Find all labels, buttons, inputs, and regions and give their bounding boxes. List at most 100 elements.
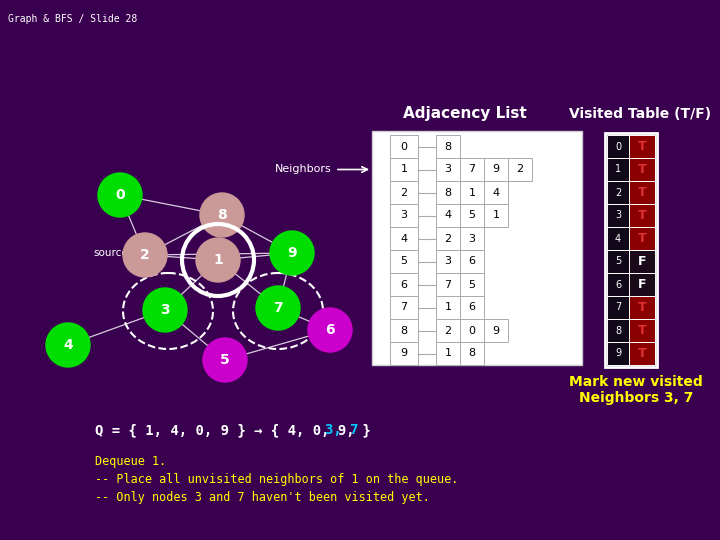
- FancyBboxPatch shape: [436, 181, 460, 204]
- FancyBboxPatch shape: [460, 319, 484, 342]
- Text: Q = { 1, 4, 0, 9 } → { 4, 0, 9,: Q = { 1, 4, 0, 9 } → { 4, 0, 9,: [95, 423, 363, 437]
- Text: 4: 4: [63, 338, 73, 352]
- Text: 9: 9: [400, 348, 408, 359]
- FancyBboxPatch shape: [436, 273, 460, 296]
- FancyBboxPatch shape: [436, 204, 460, 227]
- Text: T: T: [638, 209, 647, 222]
- FancyBboxPatch shape: [607, 250, 629, 273]
- FancyBboxPatch shape: [484, 181, 508, 204]
- Text: 7: 7: [469, 165, 476, 174]
- Text: 9: 9: [492, 326, 500, 335]
- FancyBboxPatch shape: [607, 342, 629, 365]
- Text: 7: 7: [273, 301, 283, 315]
- Circle shape: [270, 231, 314, 275]
- Circle shape: [203, 338, 247, 382]
- FancyBboxPatch shape: [607, 135, 629, 158]
- FancyBboxPatch shape: [390, 158, 418, 181]
- Text: 5: 5: [615, 256, 621, 267]
- Text: 1: 1: [492, 211, 500, 220]
- Text: 8: 8: [444, 141, 451, 152]
- FancyBboxPatch shape: [629, 135, 655, 158]
- FancyBboxPatch shape: [484, 319, 508, 342]
- FancyBboxPatch shape: [629, 227, 655, 250]
- FancyBboxPatch shape: [460, 158, 484, 181]
- Text: 3: 3: [469, 233, 475, 244]
- Text: 5: 5: [400, 256, 408, 267]
- FancyBboxPatch shape: [607, 158, 629, 181]
- Text: -- Place all unvisited neighbors of 1 on the queue.: -- Place all unvisited neighbors of 1 on…: [95, 473, 459, 486]
- Circle shape: [123, 233, 167, 277]
- Text: -- Only nodes 3 and 7 haven't been visited yet.: -- Only nodes 3 and 7 haven't been visit…: [95, 491, 430, 504]
- FancyBboxPatch shape: [607, 181, 629, 204]
- FancyBboxPatch shape: [484, 204, 508, 227]
- Text: 1: 1: [444, 348, 451, 359]
- Text: T: T: [638, 324, 647, 337]
- Text: 5: 5: [469, 280, 475, 289]
- FancyBboxPatch shape: [390, 204, 418, 227]
- Text: Neighbors: Neighbors: [275, 165, 332, 174]
- Text: 0: 0: [615, 141, 621, 152]
- Text: source: source: [93, 248, 127, 258]
- Text: 8: 8: [444, 187, 451, 198]
- Text: 7: 7: [400, 302, 408, 313]
- Text: 6: 6: [469, 302, 475, 313]
- Text: 2: 2: [444, 326, 451, 335]
- Text: 3: 3: [444, 256, 451, 267]
- FancyBboxPatch shape: [372, 131, 582, 365]
- FancyBboxPatch shape: [629, 319, 655, 342]
- FancyBboxPatch shape: [629, 342, 655, 365]
- FancyBboxPatch shape: [436, 227, 460, 250]
- Text: T: T: [638, 347, 647, 360]
- Text: 3: 3: [444, 165, 451, 174]
- FancyBboxPatch shape: [607, 273, 629, 296]
- FancyBboxPatch shape: [629, 250, 655, 273]
- Text: 9: 9: [615, 348, 621, 359]
- FancyBboxPatch shape: [460, 204, 484, 227]
- Text: 1: 1: [469, 187, 475, 198]
- Text: 8: 8: [400, 326, 408, 335]
- Circle shape: [98, 173, 142, 217]
- Text: 8: 8: [615, 326, 621, 335]
- Text: T: T: [638, 140, 647, 153]
- Text: 7: 7: [444, 280, 451, 289]
- Text: 4: 4: [444, 211, 451, 220]
- FancyBboxPatch shape: [390, 296, 418, 319]
- Text: 5: 5: [469, 211, 475, 220]
- FancyBboxPatch shape: [460, 250, 484, 273]
- Text: }: }: [354, 423, 371, 437]
- FancyBboxPatch shape: [390, 181, 418, 204]
- FancyBboxPatch shape: [508, 158, 532, 181]
- Text: 3: 3: [400, 211, 408, 220]
- Text: 3: 3: [160, 303, 170, 317]
- Text: 4: 4: [615, 233, 621, 244]
- Text: 1: 1: [615, 165, 621, 174]
- FancyBboxPatch shape: [390, 273, 418, 296]
- FancyBboxPatch shape: [436, 342, 460, 365]
- FancyBboxPatch shape: [607, 227, 629, 250]
- Text: 6: 6: [469, 256, 475, 267]
- Text: 9: 9: [287, 246, 297, 260]
- Text: Graph & BFS / Slide 28: Graph & BFS / Slide 28: [8, 14, 138, 24]
- Text: 3, 7: 3, 7: [325, 423, 359, 437]
- FancyBboxPatch shape: [629, 273, 655, 296]
- Text: T: T: [638, 301, 647, 314]
- FancyBboxPatch shape: [436, 250, 460, 273]
- Text: 2: 2: [400, 187, 408, 198]
- Text: F: F: [638, 255, 647, 268]
- FancyBboxPatch shape: [390, 250, 418, 273]
- FancyBboxPatch shape: [629, 158, 655, 181]
- FancyBboxPatch shape: [607, 319, 629, 342]
- FancyBboxPatch shape: [607, 204, 629, 227]
- Text: 1: 1: [213, 253, 223, 267]
- Text: 4: 4: [492, 187, 500, 198]
- Text: 2: 2: [516, 165, 523, 174]
- Text: 8: 8: [217, 208, 227, 222]
- Circle shape: [46, 323, 90, 367]
- FancyBboxPatch shape: [390, 342, 418, 365]
- FancyBboxPatch shape: [607, 296, 629, 319]
- FancyBboxPatch shape: [629, 204, 655, 227]
- Text: 6: 6: [615, 280, 621, 289]
- FancyBboxPatch shape: [390, 227, 418, 250]
- Text: 7: 7: [615, 302, 621, 313]
- Text: 2: 2: [140, 248, 150, 262]
